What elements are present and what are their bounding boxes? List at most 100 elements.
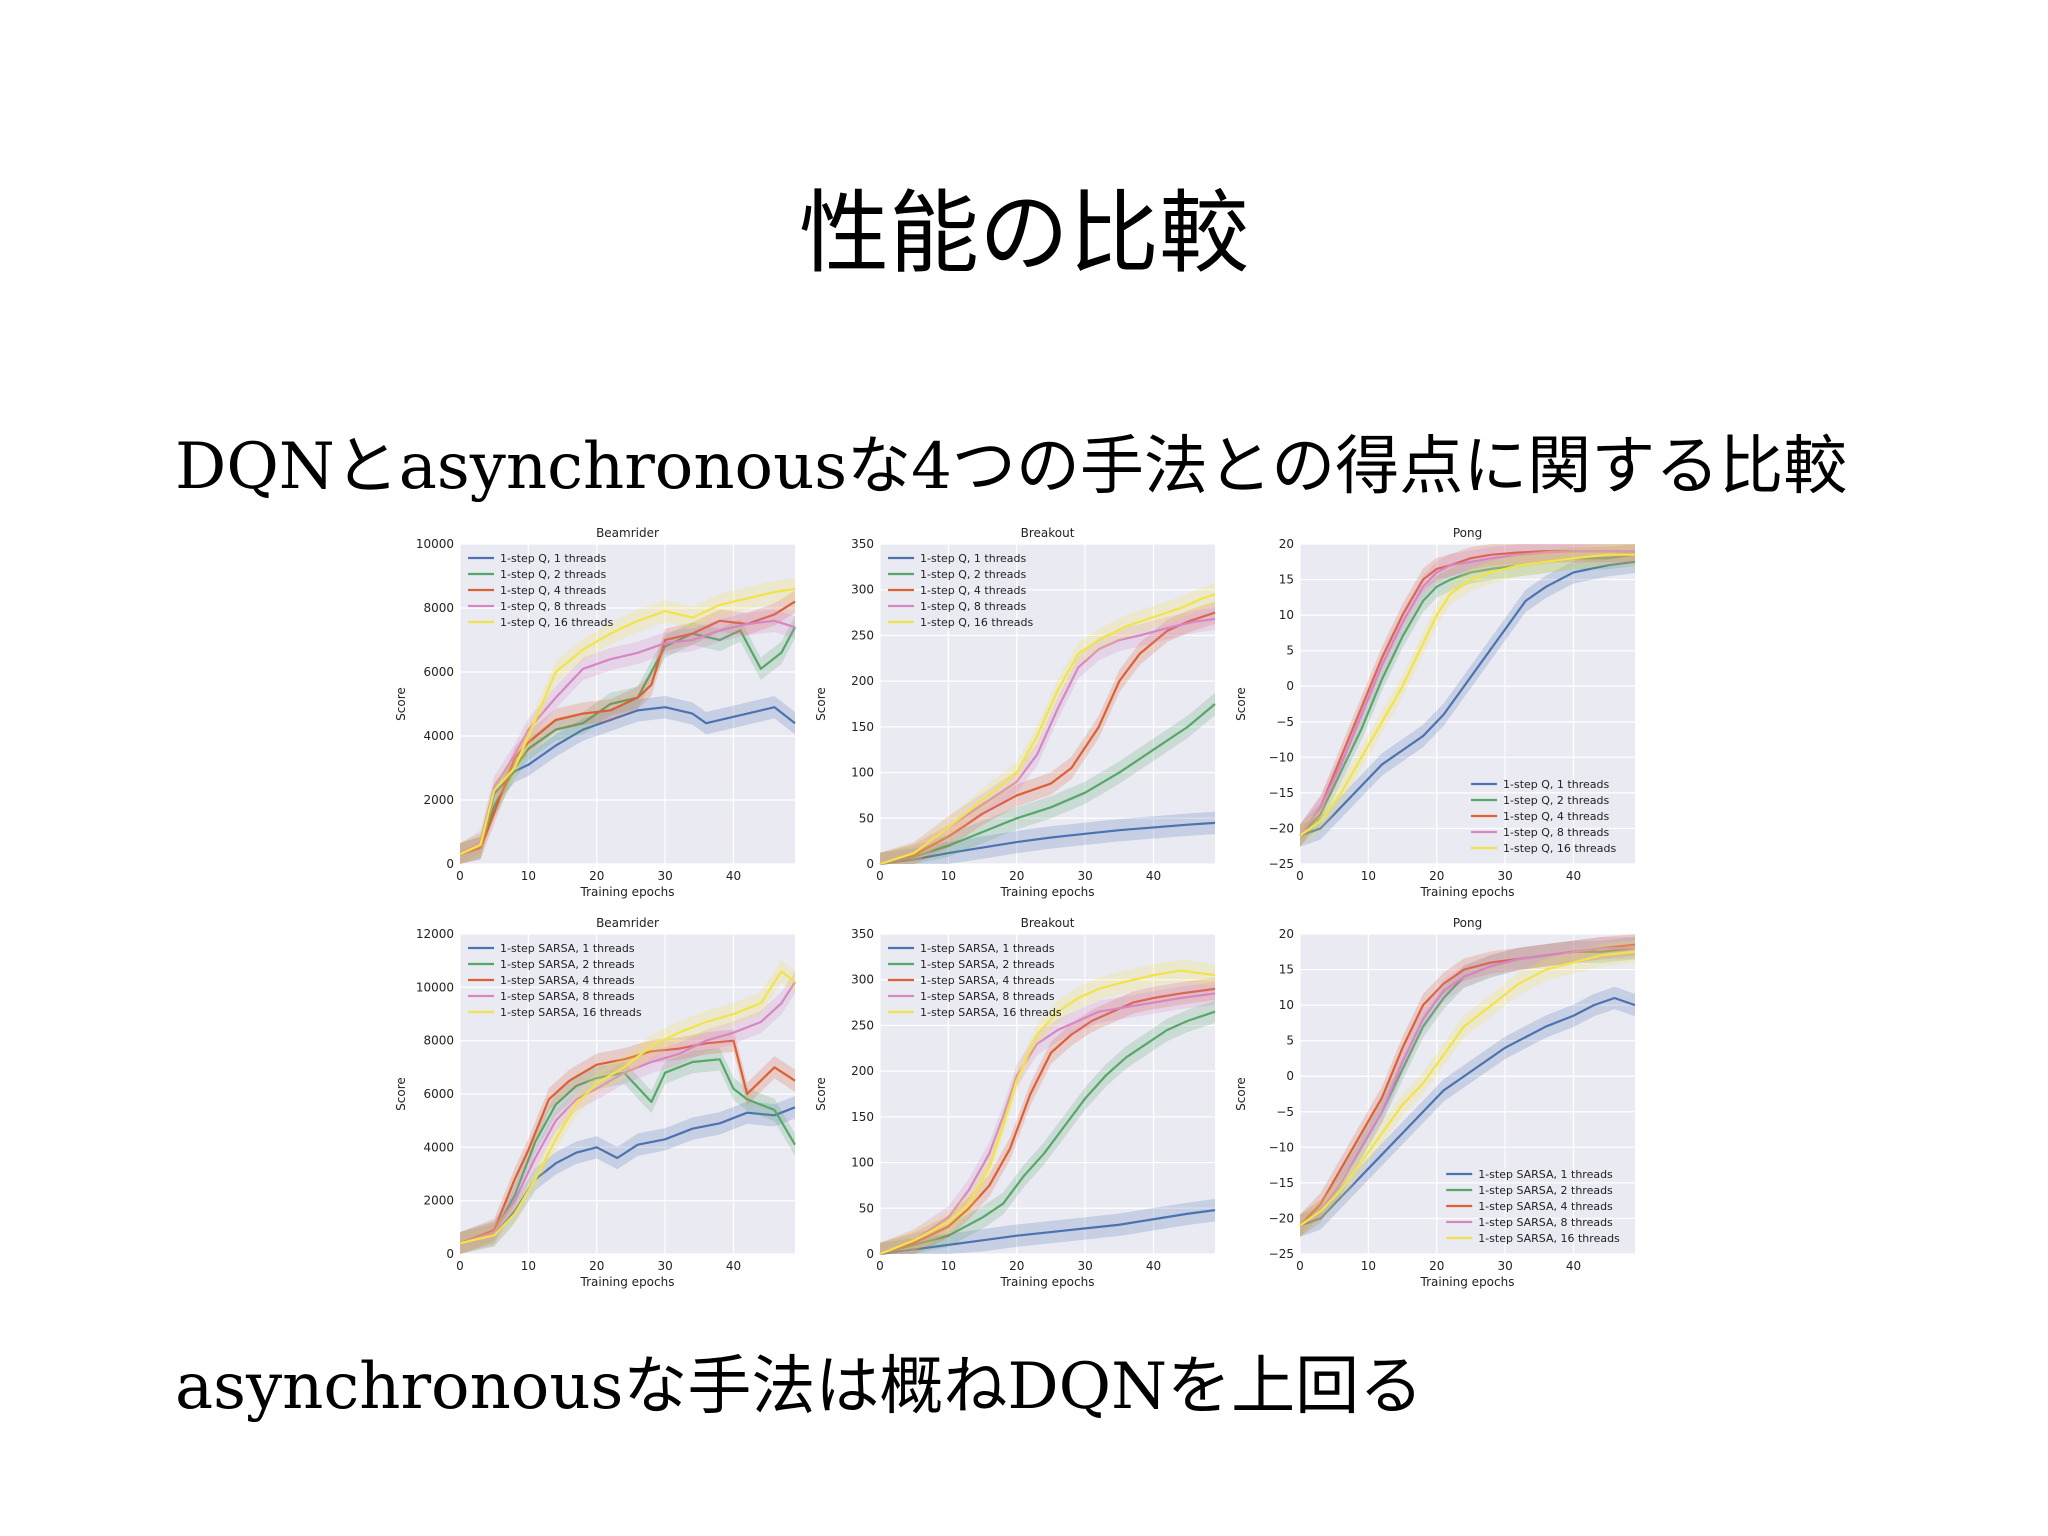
chart-title: Beamrider bbox=[596, 526, 659, 540]
series-band bbox=[880, 583, 1215, 864]
x-tick-label: 10 bbox=[1361, 1259, 1376, 1273]
series-line bbox=[1299, 560, 1636, 837]
legend-label: 1-step SARSA, 16 threads bbox=[920, 1006, 1062, 1019]
series-line bbox=[1299, 996, 1636, 1227]
y-tick-label: 5 bbox=[1286, 644, 1294, 658]
plot-background bbox=[880, 544, 1215, 864]
chart-panel-6: −25 −20 −15 −10 −5 0 5 10 15 20 0 10 20 30 40 Pong Train… bbox=[1234, 916, 1636, 1289]
series-line bbox=[459, 706, 796, 856]
x-axis-label: Training epochs bbox=[1000, 1275, 1095, 1289]
legend-label: 1-step SARSA, 1 threads bbox=[1478, 1168, 1613, 1181]
legend-label: 1-step SARSA, 16 threads bbox=[500, 1006, 642, 1019]
series-line bbox=[879, 992, 1216, 1256]
y-tick-label: 0 bbox=[446, 1247, 454, 1261]
x-tick-label: 40 bbox=[1146, 869, 1161, 883]
y-tick-label: 0 bbox=[446, 857, 454, 871]
series-line bbox=[459, 587, 796, 856]
y-tick-label: 0 bbox=[1286, 1069, 1294, 1083]
chart-panel-5: 0 50 100 150 200 250 300 350 0 10 20 30 40 Breakout Tr… bbox=[814, 916, 1216, 1289]
series-band bbox=[880, 607, 1215, 864]
legend-label: 1-step SARSA, 16 threads bbox=[1478, 1232, 1620, 1245]
series-band bbox=[880, 1198, 1215, 1254]
series-band bbox=[880, 692, 1215, 864]
y-tick-label: 100 bbox=[851, 766, 874, 780]
series-line bbox=[879, 611, 1216, 866]
x-axis-label: Training epochs bbox=[1420, 1275, 1515, 1289]
y-tick-label: 20 bbox=[1279, 537, 1294, 551]
series-band bbox=[880, 601, 1215, 864]
legend-label: 1-step SARSA, 2 threads bbox=[1478, 1184, 1613, 1197]
legend-label: 1-step Q, 4 threads bbox=[920, 584, 1026, 597]
legend-label: 1-step Q, 4 threads bbox=[1503, 810, 1609, 823]
y-tick-label: 10 bbox=[1279, 998, 1294, 1012]
x-tick-label: 0 bbox=[876, 1259, 884, 1273]
x-tick-label: 20 bbox=[1429, 1259, 1444, 1273]
legend-label: 1-step SARSA, 1 threads bbox=[920, 942, 1055, 955]
x-tick-label: 20 bbox=[1009, 1259, 1024, 1273]
y-tick-label: −20 bbox=[1269, 821, 1294, 835]
series-line bbox=[879, 821, 1216, 866]
legend-label: 1-step SARSA, 2 threads bbox=[500, 958, 635, 971]
plot-background bbox=[880, 934, 1215, 1254]
y-tick-label: 5 bbox=[1286, 1034, 1294, 1048]
legend: 1-step Q, 1 threads 1-step Q, 2 threads 1-… bbox=[468, 552, 613, 629]
series-line bbox=[459, 1039, 796, 1245]
y-tick-label: 6000 bbox=[423, 1087, 454, 1101]
series-band bbox=[460, 960, 795, 1254]
series-band bbox=[460, 970, 795, 1254]
x-tick-label: 40 bbox=[1566, 1259, 1581, 1273]
y-tick-label: 200 bbox=[851, 1064, 874, 1078]
series-line bbox=[459, 600, 796, 856]
plot-background bbox=[1300, 544, 1635, 864]
chart-panel-2: 0 50 100 150 200 250 300 350 0 10 20 30 40 Breakout Tr… bbox=[814, 526, 1216, 899]
y-tick-label: 50 bbox=[859, 1201, 874, 1215]
y-tick-label: −20 bbox=[1269, 1211, 1294, 1225]
y-tick-label: 100 bbox=[851, 1156, 874, 1170]
x-tick-label: 0 bbox=[1296, 1259, 1304, 1273]
plot-background bbox=[1300, 934, 1635, 1254]
x-tick-label: 10 bbox=[1361, 869, 1376, 883]
chart-title: Breakout bbox=[1021, 916, 1075, 930]
y-axis-label: Score bbox=[814, 687, 828, 721]
x-tick-label: 40 bbox=[1566, 869, 1581, 883]
legend-label: 1-step Q, 16 threads bbox=[500, 616, 613, 629]
chart-panel-4: 0 2000 4000 6000 8000 10000 12000 0 10 20 30 40 Beam… bbox=[394, 916, 796, 1289]
series-band bbox=[1300, 550, 1635, 847]
y-tick-label: 350 bbox=[851, 927, 874, 941]
x-tick-label: 0 bbox=[456, 869, 464, 883]
y-tick-label: 12000 bbox=[416, 927, 454, 941]
legend-label: 1-step Q, 8 threads bbox=[920, 600, 1026, 613]
y-tick-label: 2000 bbox=[423, 793, 454, 807]
series-band bbox=[460, 590, 795, 864]
legend-label: 1-step Q, 4 threads bbox=[500, 584, 606, 597]
legend-label: 1-step SARSA, 8 threads bbox=[500, 990, 635, 1003]
series-band bbox=[460, 577, 795, 864]
x-tick-label: 10 bbox=[941, 869, 956, 883]
legend-label: 1-step SARSA, 4 threads bbox=[1478, 1200, 1613, 1213]
series-line bbox=[1299, 550, 1635, 837]
legend: 1-step SARSA, 1 threads 1-step SARSA, 2 t… bbox=[468, 942, 642, 1019]
x-tick-label: 0 bbox=[876, 869, 884, 883]
x-tick-label: 10 bbox=[521, 1259, 536, 1273]
y-tick-label: 150 bbox=[851, 720, 874, 734]
series-line bbox=[459, 981, 796, 1245]
legend-label: 1-step Q, 1 threads bbox=[1503, 778, 1609, 791]
y-tick-label: 300 bbox=[851, 973, 874, 987]
y-tick-label: −25 bbox=[1269, 1247, 1294, 1261]
x-tick-label: 30 bbox=[657, 869, 672, 883]
y-tick-label: −5 bbox=[1276, 715, 1294, 729]
series-line bbox=[1299, 553, 1635, 837]
legend-label: 1-step Q, 16 threads bbox=[920, 616, 1033, 629]
y-tick-label: 0 bbox=[866, 857, 874, 871]
x-tick-label: 30 bbox=[1077, 869, 1092, 883]
plot-background bbox=[460, 544, 795, 864]
series-line bbox=[1299, 947, 1635, 1227]
chart-panel-3: −25 −20 −15 −10 −5 0 5 10 15 20 0 10 20 30 40 Pong Train… bbox=[1234, 526, 1636, 899]
slide-conclusion: asynchronousな手法は概ねDQNを上回る bbox=[175, 1350, 1424, 1424]
y-tick-label: 250 bbox=[851, 628, 874, 642]
chart-title: Beamrider bbox=[596, 916, 659, 930]
x-tick-label: 30 bbox=[1497, 869, 1512, 883]
slide-title: 性能の比較 bbox=[799, 181, 1249, 286]
legend-label: 1-step SARSA, 8 threads bbox=[920, 990, 1055, 1003]
